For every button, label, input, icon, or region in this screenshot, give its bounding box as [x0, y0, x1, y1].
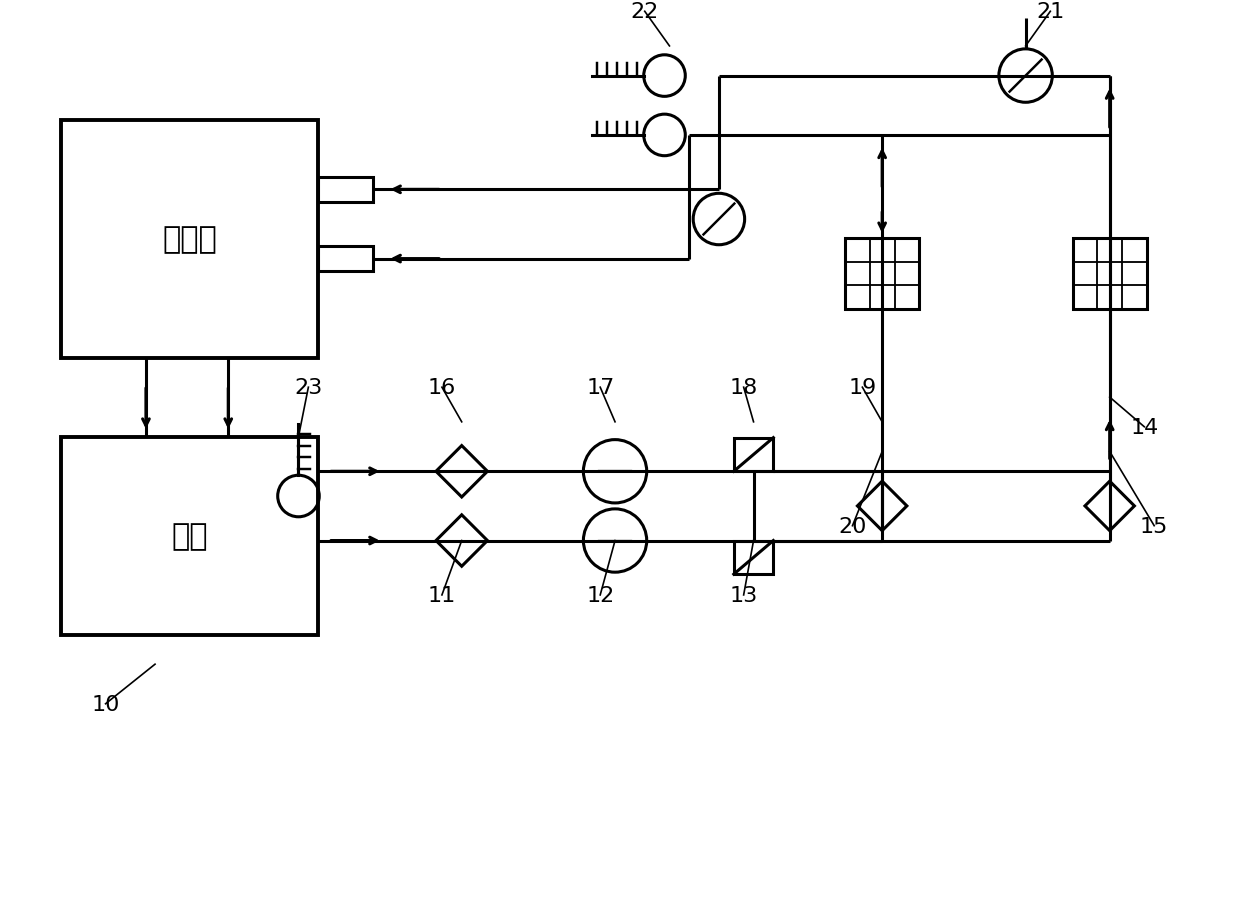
Bar	[1073, 238, 1147, 310]
Text: 15: 15	[1140, 517, 1168, 536]
Text: 20: 20	[839, 517, 866, 536]
Text: 23: 23	[294, 377, 322, 397]
Text: 18: 18	[730, 377, 758, 397]
Text: 21: 21	[1036, 3, 1064, 23]
Text: 11: 11	[427, 585, 456, 605]
Text: 柱塞泵: 柱塞泵	[162, 225, 217, 254]
Bar	[733, 438, 773, 471]
Text: 17: 17	[586, 377, 615, 397]
Bar	[61, 437, 318, 635]
Bar	[318, 178, 373, 202]
Text: 13: 13	[730, 585, 758, 605]
Text: 14: 14	[1130, 417, 1158, 437]
Bar	[318, 247, 373, 272]
Text: 12: 12	[586, 585, 615, 605]
Bar	[845, 238, 919, 310]
Text: 22: 22	[631, 3, 659, 23]
Text: 油箱: 油箱	[171, 522, 208, 551]
Bar	[61, 121, 318, 358]
Text: 10: 10	[92, 694, 120, 714]
Bar	[733, 541, 773, 574]
Text: 19: 19	[849, 377, 876, 397]
Text: 16: 16	[427, 377, 456, 397]
